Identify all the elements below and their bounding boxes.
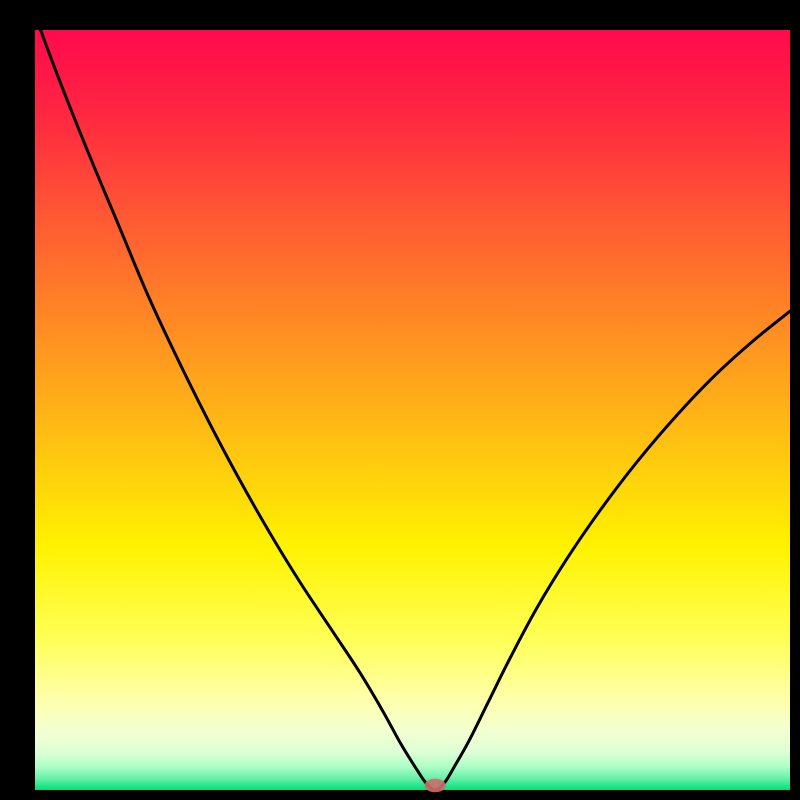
plot-gradient-background [35, 30, 790, 790]
bottleneck-chart [0, 0, 800, 800]
minimum-marker [425, 779, 446, 793]
chart-container: TheBottleneck.com [0, 0, 800, 800]
